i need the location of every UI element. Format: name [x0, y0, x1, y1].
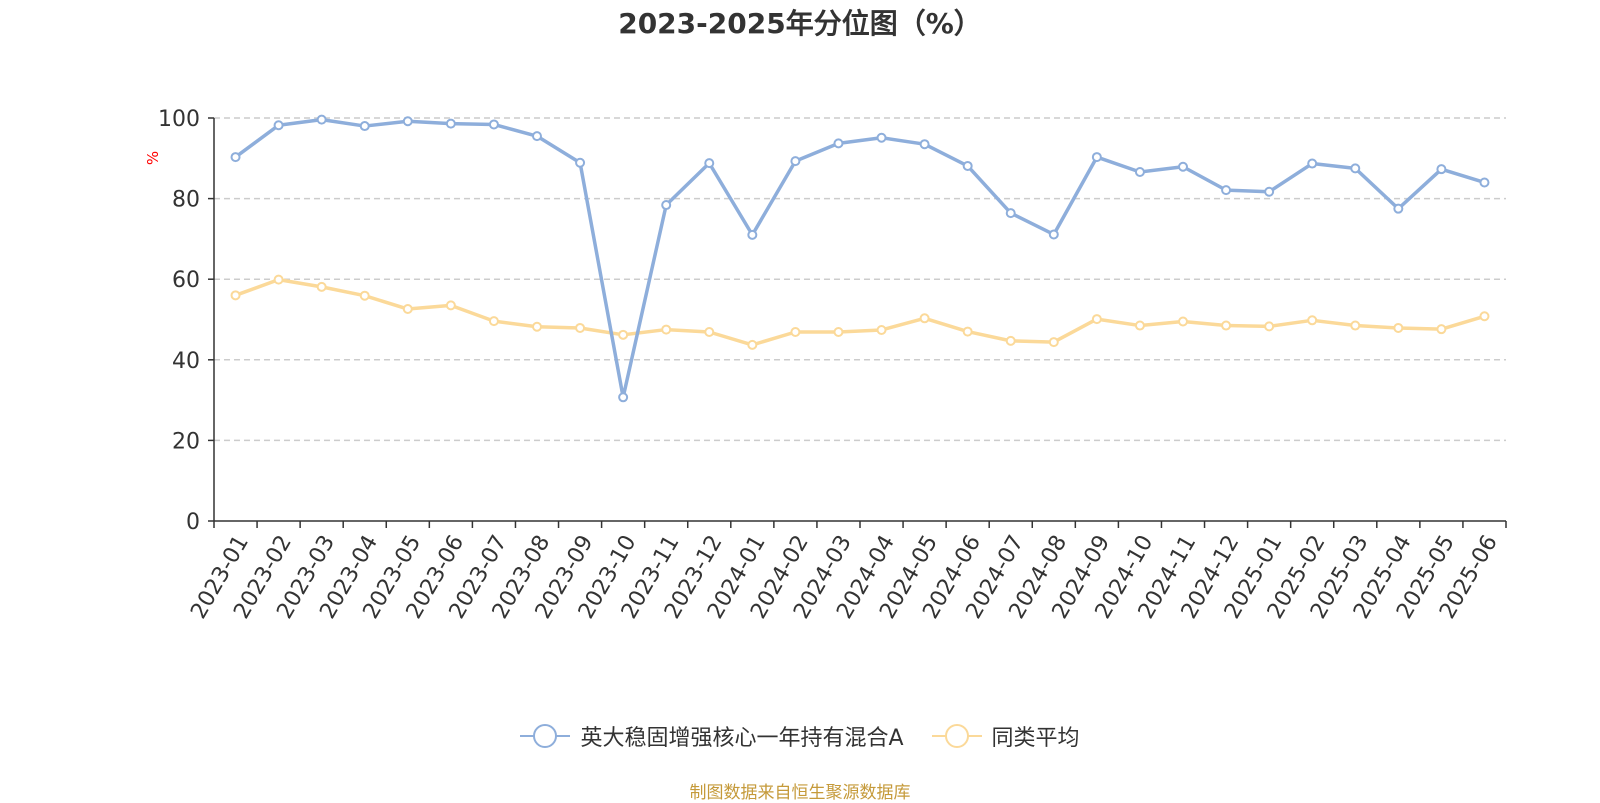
- legend-label-series-1: 英大稳固增强核心一年持有混合A: [580, 726, 904, 751]
- data-point: [445, 118, 456, 129]
- data-point: [1436, 324, 1447, 335]
- y-tick-label: 40: [172, 349, 200, 374]
- data-point: [618, 392, 629, 403]
- series-layer: [230, 114, 1490, 403]
- data-point: [402, 304, 413, 315]
- legend-item-series-2[interactable]: 同类平均: [931, 720, 1080, 752]
- data-point: [230, 152, 241, 163]
- data-point: [532, 321, 542, 332]
- y-tick-label: 0: [186, 510, 200, 535]
- series-2-line: [234, 277, 1485, 347]
- data-point: [532, 131, 542, 142]
- data-point: [1436, 164, 1447, 175]
- y-tick-label: 100: [158, 107, 200, 132]
- data-point: [1134, 320, 1145, 331]
- data-point: [1134, 167, 1145, 178]
- data-point: [359, 290, 370, 301]
- legend-swatch-series-1-icon: [520, 723, 571, 749]
- data-point: [1178, 161, 1188, 172]
- data-point: [1393, 203, 1404, 214]
- data-point: [1350, 163, 1361, 174]
- data-point: [445, 300, 456, 311]
- data-point: [876, 324, 887, 335]
- data-point: [273, 274, 284, 285]
- data-point: [1005, 335, 1016, 346]
- y-tick-label: 20: [172, 429, 200, 454]
- data-point: [575, 157, 586, 168]
- data-point: [1005, 208, 1016, 219]
- data-point: [316, 281, 327, 292]
- data-point: [704, 158, 715, 169]
- data-point: [618, 329, 629, 340]
- data-point: [402, 116, 413, 127]
- data-point: [1048, 337, 1059, 348]
- data-point: [1479, 311, 1490, 322]
- legend-swatch-series-2-icon: [931, 723, 982, 749]
- data-point: [1264, 186, 1275, 197]
- y-tick-label: 80: [172, 188, 200, 213]
- data-point: [273, 120, 284, 131]
- series-2: [230, 274, 1490, 350]
- data-point: [747, 339, 758, 350]
- grid-lines: [214, 117, 1506, 442]
- data-point: [747, 229, 758, 240]
- data-point: [316, 114, 327, 125]
- data-point: [790, 156, 801, 167]
- source-note: 制图数据来自恒生聚源数据库: [689, 783, 911, 803]
- axes: 0204060801002023-012023-022023-032023-04…: [158, 107, 1507, 623]
- data-point: [1221, 185, 1232, 196]
- data-point: [1091, 152, 1102, 163]
- data-point: [704, 326, 715, 337]
- chart-title: 2023-2025年分位图（%）: [618, 7, 982, 40]
- series-1-line: [234, 117, 1485, 400]
- y-tick-label: 60: [172, 268, 200, 293]
- data-point: [661, 200, 672, 211]
- data-point: [488, 119, 499, 130]
- data-point: [1221, 320, 1232, 331]
- data-point: [1350, 320, 1361, 331]
- data-point: [359, 121, 370, 132]
- legend-label-series-2: 同类平均: [991, 726, 1080, 751]
- data-point: [833, 326, 844, 337]
- data-point: [1307, 315, 1318, 326]
- series-1: [230, 114, 1490, 403]
- data-point: [919, 313, 930, 324]
- data-point: [661, 324, 672, 335]
- y-axis-label: %: [144, 151, 162, 165]
- data-point: [962, 160, 973, 171]
- data-point: [488, 316, 499, 327]
- data-point: [230, 290, 241, 301]
- data-point: [1048, 229, 1059, 240]
- legend-item-series-1[interactable]: 英大稳固增强核心一年持有混合A: [520, 720, 904, 752]
- data-point: [1307, 158, 1318, 169]
- legend: 英大稳固增强核心一年持有混合A 同类平均: [0, 720, 1600, 752]
- data-point: [876, 132, 887, 143]
- data-point: [1479, 177, 1490, 188]
- data-point: [962, 326, 973, 337]
- data-point: [833, 138, 844, 149]
- data-point: [1091, 314, 1102, 325]
- data-point: [1178, 316, 1188, 327]
- data-point: [1264, 321, 1275, 332]
- data-point: [790, 326, 801, 337]
- data-point: [575, 322, 586, 333]
- data-point: [1393, 322, 1404, 333]
- data-point: [919, 139, 930, 150]
